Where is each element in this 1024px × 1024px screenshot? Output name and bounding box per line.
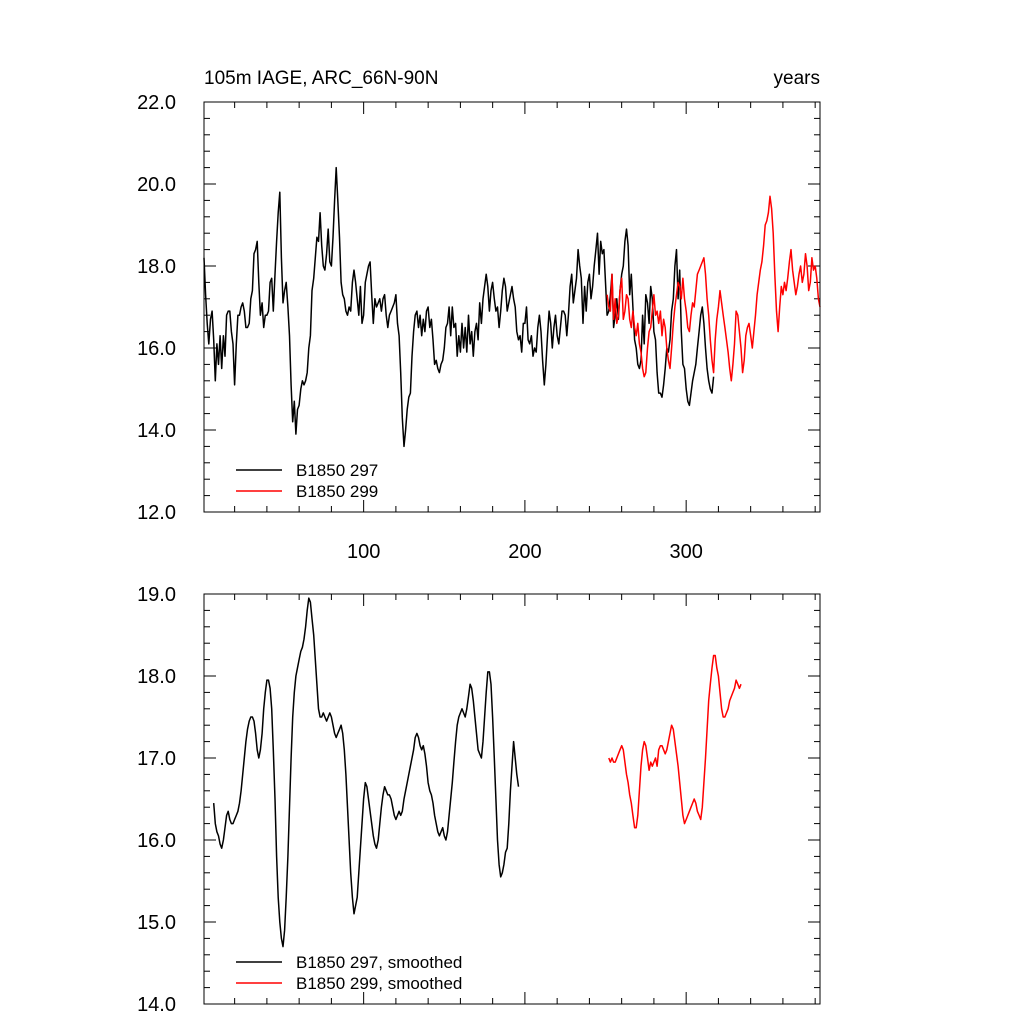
top-y-tick-label: 14.0	[137, 420, 176, 442]
bottom-y-tick-label: 14.0	[137, 994, 176, 1016]
top-y-tick-label: 18.0	[137, 256, 176, 278]
bottom-panel-y-tick-labels: 14.0 15.0 16.0 17.0 18.0 19.0	[137, 584, 176, 1016]
top-x-tick-label: 200	[508, 541, 541, 563]
bottom-panel-series	[212, 597, 742, 948]
bottom-panel-legend: B1850 297, smoothed B1850 299, smoothed	[236, 953, 462, 993]
top-y-tick-label: 22.0	[137, 92, 176, 114]
series-line-b1850-299	[606, 195, 821, 382]
legend-label-b1850-297: B1850 297	[296, 461, 378, 480]
top-y-tick-label: 12.0	[137, 502, 176, 524]
series-line-b1850-297-smoothed	[212, 597, 520, 948]
top-panel-series	[203, 166, 821, 448]
top-x-tick-label: 300	[669, 541, 702, 563]
series-line-b1850-297	[203, 166, 715, 448]
top-panel-ticks	[204, 101, 820, 513]
bottom-y-tick-label: 16.0	[137, 830, 176, 852]
top-panel-title: 105m IAGE, ARC_66N-90N	[204, 68, 438, 89]
legend-label-b1850-297-smoothed: B1850 297, smoothed	[296, 953, 462, 972]
bottom-y-tick-label: 19.0	[137, 584, 176, 606]
legend-label-b1850-299-smoothed: B1850 299, smoothed	[296, 974, 462, 993]
top-panel-frame	[203, 101, 821, 513]
legend-label-b1850-299: B1850 299	[296, 482, 378, 501]
bottom-y-tick-label: 15.0	[137, 912, 176, 934]
bottom-panel-ticks	[204, 593, 820, 1005]
bottom-y-tick-label: 18.0	[137, 666, 176, 688]
bottom-y-tick-label: 17.0	[137, 748, 176, 770]
top-y-tick-label: 20.0	[137, 174, 176, 196]
bottom-panel-frame	[203, 593, 821, 1005]
top-y-tick-label: 16.0	[137, 338, 176, 360]
top-x-tick-label: 100	[347, 541, 380, 563]
top-panel-y-tick-labels: 12.0 14.0 16.0 18.0 20.0 22.0	[137, 92, 176, 524]
top-panel-units: years	[774, 68, 820, 89]
top-panel-x-tick-labels: 100 200 300	[347, 541, 703, 563]
series-line-b1850-299-smoothed	[608, 654, 742, 829]
bottom-panel: 14.0 15.0 16.0 17.0 18.0 19.0 B1850 297, smoo…	[137, 584, 821, 1016]
top-panel-legend: B1850 297 B1850 299	[236, 461, 378, 501]
top-panel: 105m IAGE, ARC_66N-90N years 12.0 14.0 16.…	[137, 68, 821, 563]
